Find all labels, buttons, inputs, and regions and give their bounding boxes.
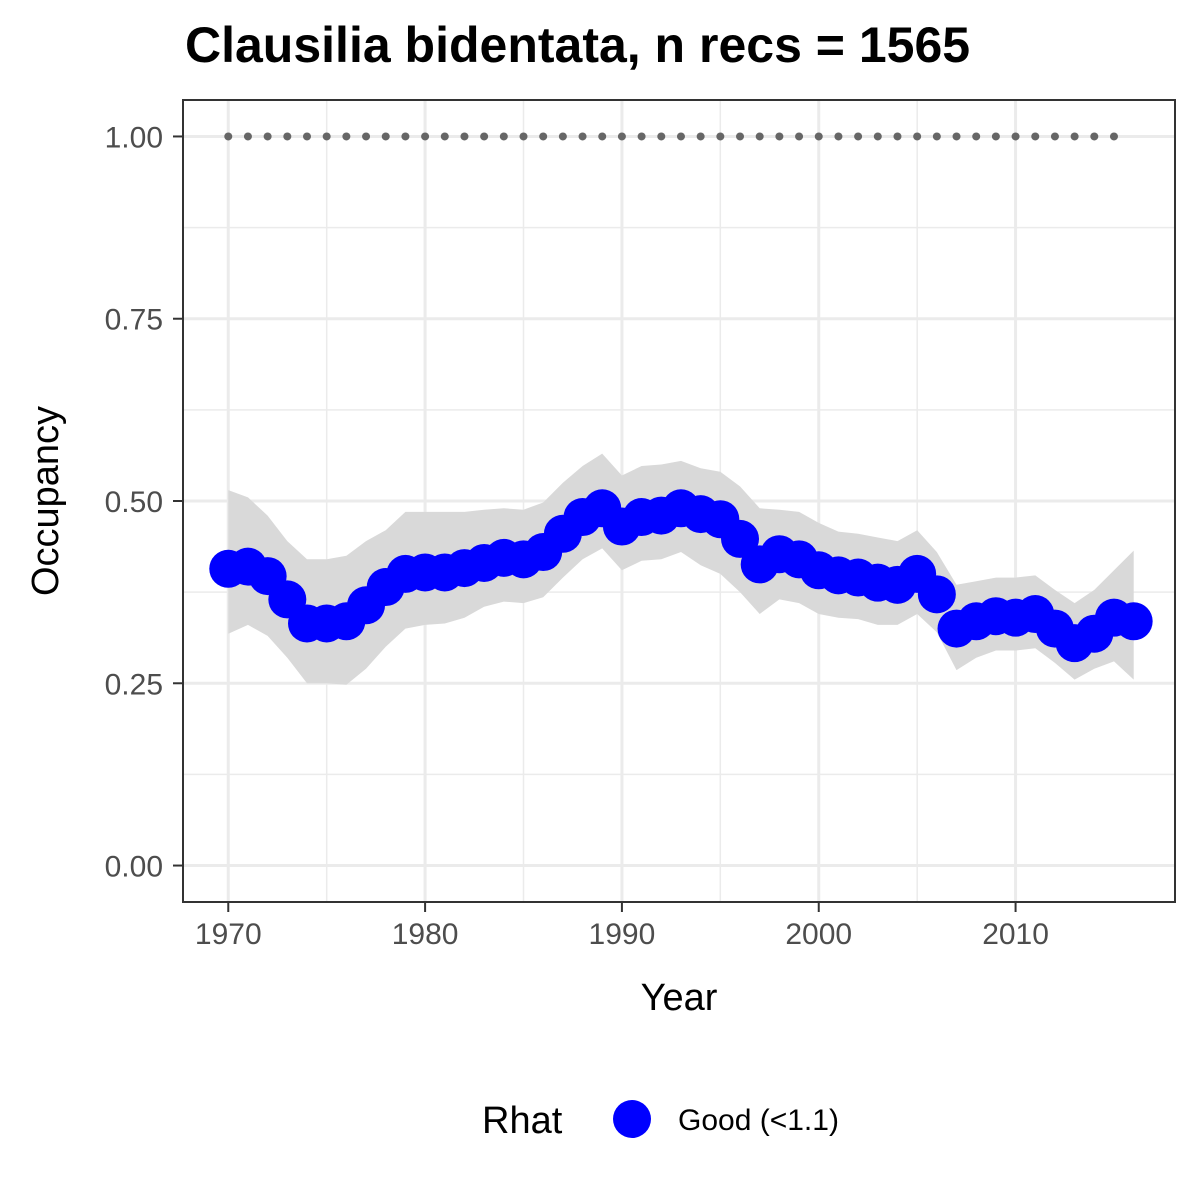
- reference-dot: [676, 132, 685, 141]
- reference-dot: [558, 132, 567, 141]
- reference-line-layer: [224, 132, 1118, 141]
- reference-dot: [322, 132, 331, 141]
- reference-dot: [637, 132, 646, 141]
- reference-dot: [401, 132, 410, 141]
- y-tick-label: 0.75: [105, 304, 163, 337]
- reference-dot: [1031, 132, 1040, 141]
- reference-dot: [736, 132, 745, 141]
- legend-title: Rhat: [482, 1100, 563, 1142]
- reference-dot: [1090, 132, 1099, 141]
- reference-dot: [1011, 132, 1020, 141]
- reference-dot: [617, 132, 626, 141]
- y-tick-label: 0.00: [105, 851, 163, 884]
- reference-dot: [362, 132, 371, 141]
- reference-dot: [342, 132, 351, 141]
- reference-dot: [1050, 132, 1059, 141]
- reference-dot: [578, 132, 587, 141]
- reference-dot: [775, 132, 784, 141]
- reference-dot: [460, 132, 469, 141]
- x-tick-label: 2000: [785, 918, 852, 951]
- y-tick-label: 1.00: [105, 121, 163, 154]
- legend-key-circle: [613, 1100, 651, 1138]
- reference-dot: [1070, 132, 1079, 141]
- reference-dot: [421, 132, 430, 141]
- reference-dot: [854, 132, 863, 141]
- occupancy-points-layer: [209, 489, 1153, 663]
- y-tick-label: 0.50: [105, 486, 163, 519]
- reference-dot: [519, 132, 528, 141]
- x-tick-label: 1980: [392, 918, 459, 951]
- x-axis: 1970 1980 1990 2000 2010: [195, 902, 1049, 951]
- chart-title: Clausilia bidentata, n recs = 1565: [185, 17, 970, 73]
- reference-dot: [913, 132, 922, 141]
- confidence-ribbon-layer: [228, 453, 1134, 685]
- reference-dot: [952, 132, 961, 141]
- y-tick-label: 0.25: [105, 668, 163, 701]
- reference-dot: [795, 132, 804, 141]
- reference-dot: [381, 132, 390, 141]
- x-tick-label: 2010: [982, 918, 1049, 951]
- reference-dot: [873, 132, 882, 141]
- reference-dot: [814, 132, 823, 141]
- reference-dot: [283, 132, 292, 141]
- reference-dot: [696, 132, 705, 141]
- reference-dot: [1109, 132, 1118, 141]
- reference-dot: [303, 132, 311, 141]
- reference-dot: [893, 132, 902, 141]
- reference-dot: [834, 132, 843, 141]
- reference-dot: [440, 132, 449, 141]
- reference-dot: [263, 132, 272, 141]
- y-axis-title: Occupancy: [25, 406, 67, 596]
- reference-dot: [972, 132, 981, 141]
- reference-dot: [657, 132, 666, 141]
- reference-dot: [499, 132, 508, 141]
- reference-dot: [598, 132, 607, 141]
- x-tick-label: 1990: [589, 918, 656, 951]
- reference-dot: [991, 132, 1000, 141]
- legend-label: Good (<1.1): [678, 1104, 839, 1137]
- occupancy-point: [917, 575, 956, 614]
- occupancy-point: [1114, 602, 1153, 641]
- confidence-ribbon: [228, 453, 1134, 685]
- reference-dot: [243, 132, 252, 141]
- reference-dot: [716, 132, 725, 141]
- legend: Rhat Good (<1.1): [482, 1100, 839, 1142]
- x-axis-title: Year: [641, 977, 718, 1019]
- x-tick-label: 1970: [195, 918, 262, 951]
- reference-dot: [932, 132, 941, 141]
- y-axis: 0.00 0.25 0.50 0.75 1.00: [105, 121, 183, 884]
- reference-dot: [755, 132, 764, 141]
- reference-dot: [539, 132, 548, 141]
- reference-dot: [224, 132, 233, 141]
- reference-dot: [480, 132, 489, 141]
